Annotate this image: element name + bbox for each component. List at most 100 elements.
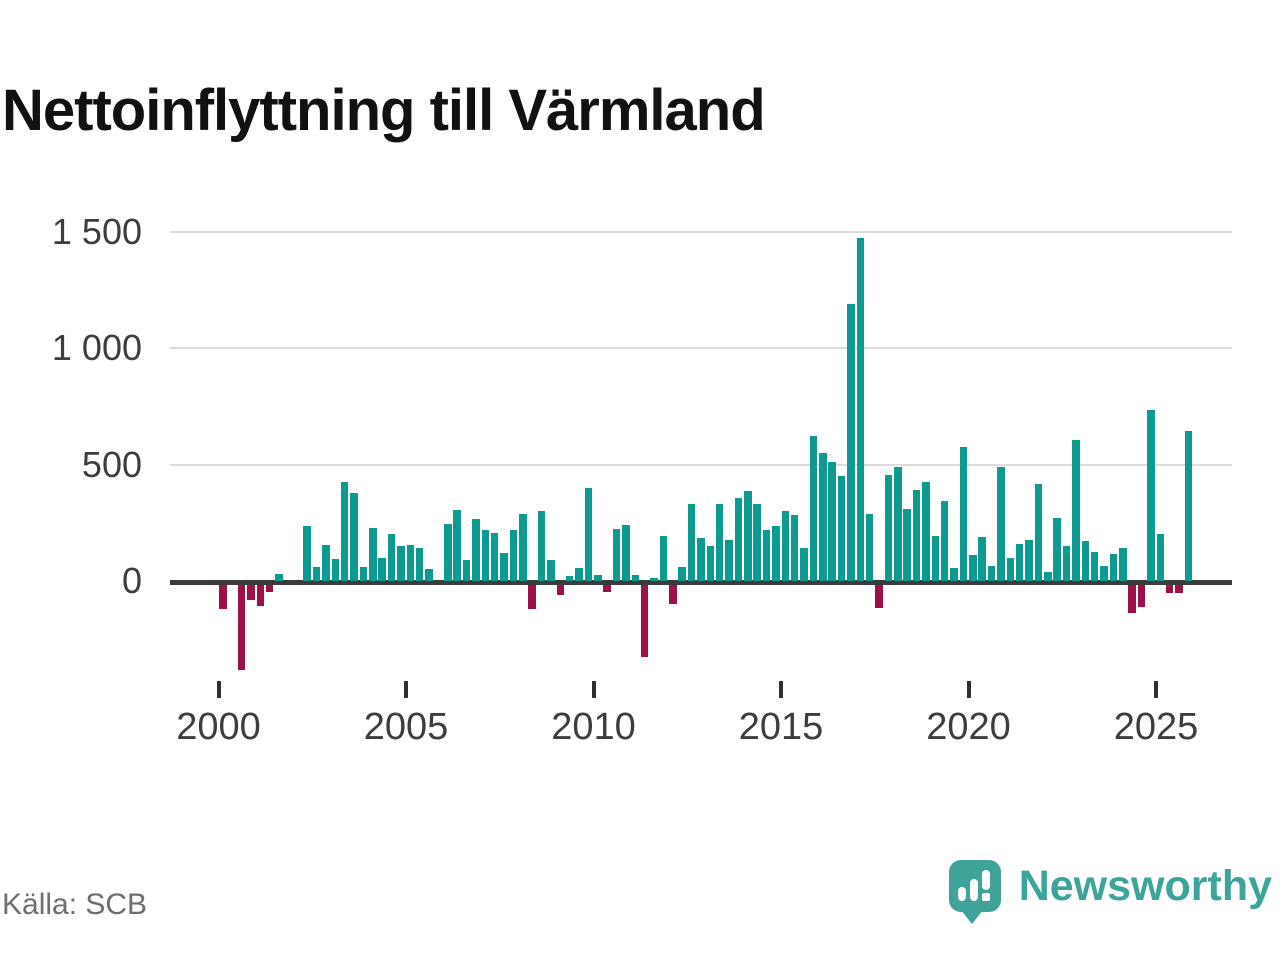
bar-2018-q1	[894, 467, 902, 581]
bar-2010-q1	[594, 575, 602, 581]
bar-2019-q4	[959, 447, 968, 581]
y-tick-label-1500: 1 500	[51, 211, 142, 253]
x-tick-mark-2005	[404, 681, 408, 698]
x-tick-label-2020: 2020	[926, 706, 1011, 748]
bar-2007-q4	[509, 529, 518, 581]
bar-2006-q1	[444, 524, 452, 581]
bar-2020-q1	[969, 555, 977, 581]
bar-2011-q1	[631, 575, 639, 581]
bar-2018-q2	[903, 508, 911, 581]
bar-2019-q3	[950, 568, 958, 581]
icon-exclamation-dot	[981, 893, 990, 901]
newsworthy-logo: Newsworthy	[948, 860, 1272, 924]
bar-2015-q1	[781, 511, 789, 581]
bar-2006-q2	[453, 510, 461, 581]
x-tick-mark-2025	[1154, 681, 1158, 698]
bar-2018-q3	[912, 490, 921, 581]
bar-2021-q3	[1025, 540, 1033, 581]
bar-2007-q2	[490, 533, 499, 581]
bar-2002-q2	[303, 526, 311, 581]
bar-2018-q4	[922, 482, 930, 581]
bar-2025-q3	[1175, 585, 1183, 594]
icon-bar-medium	[969, 879, 978, 901]
x-tick-label-2015: 2015	[738, 706, 824, 748]
bar-2019-q1	[931, 535, 939, 581]
bar-2002-q4	[322, 544, 330, 581]
bar-2016-q2	[828, 462, 836, 581]
x-tick-mark-2010	[591, 681, 596, 698]
bar-2022-q2	[1053, 518, 1061, 581]
bar-2005-q1	[406, 544, 414, 581]
bar-2019-q2	[940, 500, 949, 581]
bar-2017-q4	[884, 475, 893, 581]
bar-2024-q4	[1147, 410, 1155, 581]
y-tick-label-1000: 1 000	[51, 327, 142, 369]
bar-2005-q3	[425, 569, 433, 581]
bar-2022-q4	[1072, 440, 1080, 581]
bar-2024-q2	[1128, 585, 1136, 613]
bar-2023-q4	[1109, 554, 1118, 581]
bar-2014-q2	[753, 504, 761, 581]
x-tick-mark-2015	[779, 681, 783, 698]
bar-2006-q4	[472, 519, 480, 581]
bar-2023-q3	[1100, 565, 1108, 581]
bar-2017-q2	[865, 513, 874, 581]
bar-2014-q1	[744, 491, 752, 581]
bar-2016-q3	[837, 476, 846, 581]
source-note: Källa: SCB	[2, 888, 148, 921]
bar-2007-q3	[500, 553, 508, 581]
bar-2000-q4	[247, 585, 255, 601]
zero-axis-line	[170, 580, 1232, 585]
bar-2016-q1	[819, 453, 827, 581]
bar-2023-q1	[1081, 541, 1089, 581]
bar-2007-q1	[481, 529, 489, 581]
bar-2003-q3	[350, 492, 358, 581]
y-tick-label-500: 500	[81, 443, 142, 485]
bar-2024-q3	[1137, 585, 1146, 608]
bar-2020-q4	[997, 467, 1005, 581]
bar-2008-q4	[547, 560, 555, 581]
icon-exclamation-bar	[981, 870, 990, 890]
bar-2015-q3	[800, 548, 808, 581]
bar-2004-q2	[378, 557, 386, 581]
x-tick-label-2010: 2010	[551, 706, 636, 748]
y-tick-label-0: 0	[121, 560, 142, 601]
bar-2008-q2	[528, 585, 536, 610]
bar-2016-q4	[847, 304, 855, 581]
bar-2025-q4	[1184, 430, 1193, 581]
x-tick-mark-2020	[966, 681, 971, 698]
bar-2011-q3	[650, 577, 658, 581]
bar-2015-q4	[809, 435, 818, 581]
bar-2004-q3	[387, 534, 396, 581]
bar-2013-q1	[706, 546, 714, 581]
bar-2002-q3	[312, 567, 321, 581]
bar-2010-q4	[622, 525, 630, 581]
bar-2001-q2	[265, 585, 274, 592]
x-tick-label-2025: 2025	[1113, 706, 1199, 748]
bar-2021-q4	[1034, 484, 1043, 581]
bar-2022-q3	[1062, 546, 1071, 581]
bar-2004-q1	[369, 527, 377, 581]
bar-2008-q3	[537, 511, 546, 581]
bar-2022-q1	[1044, 571, 1052, 581]
icon-bar-small	[957, 887, 966, 901]
bar-2015-q2	[790, 514, 799, 581]
bar-2013-q2	[715, 504, 724, 581]
bar-2017-q3	[875, 585, 883, 609]
bar-2023-q2	[1090, 551, 1099, 581]
bar-2024-q1	[1119, 548, 1127, 581]
bar-2008-q1	[519, 513, 527, 581]
x-tick-label-2005: 2005	[363, 706, 449, 748]
bar-2005-q2	[415, 548, 424, 581]
bar-2011-q4	[659, 535, 668, 581]
speech-bubble-tail	[960, 910, 983, 924]
bar-2020-q3	[987, 565, 996, 581]
bar-2001-q1	[256, 585, 264, 606]
gridline-1500	[170, 231, 1232, 234]
bar-2014-q4	[772, 526, 780, 581]
bar-2012-q4	[697, 537, 705, 581]
bar-2021-q1	[1006, 557, 1014, 581]
bar-2009-q4	[584, 487, 593, 581]
bar-2020-q2	[978, 536, 986, 581]
bar-2009-q3	[575, 568, 583, 581]
